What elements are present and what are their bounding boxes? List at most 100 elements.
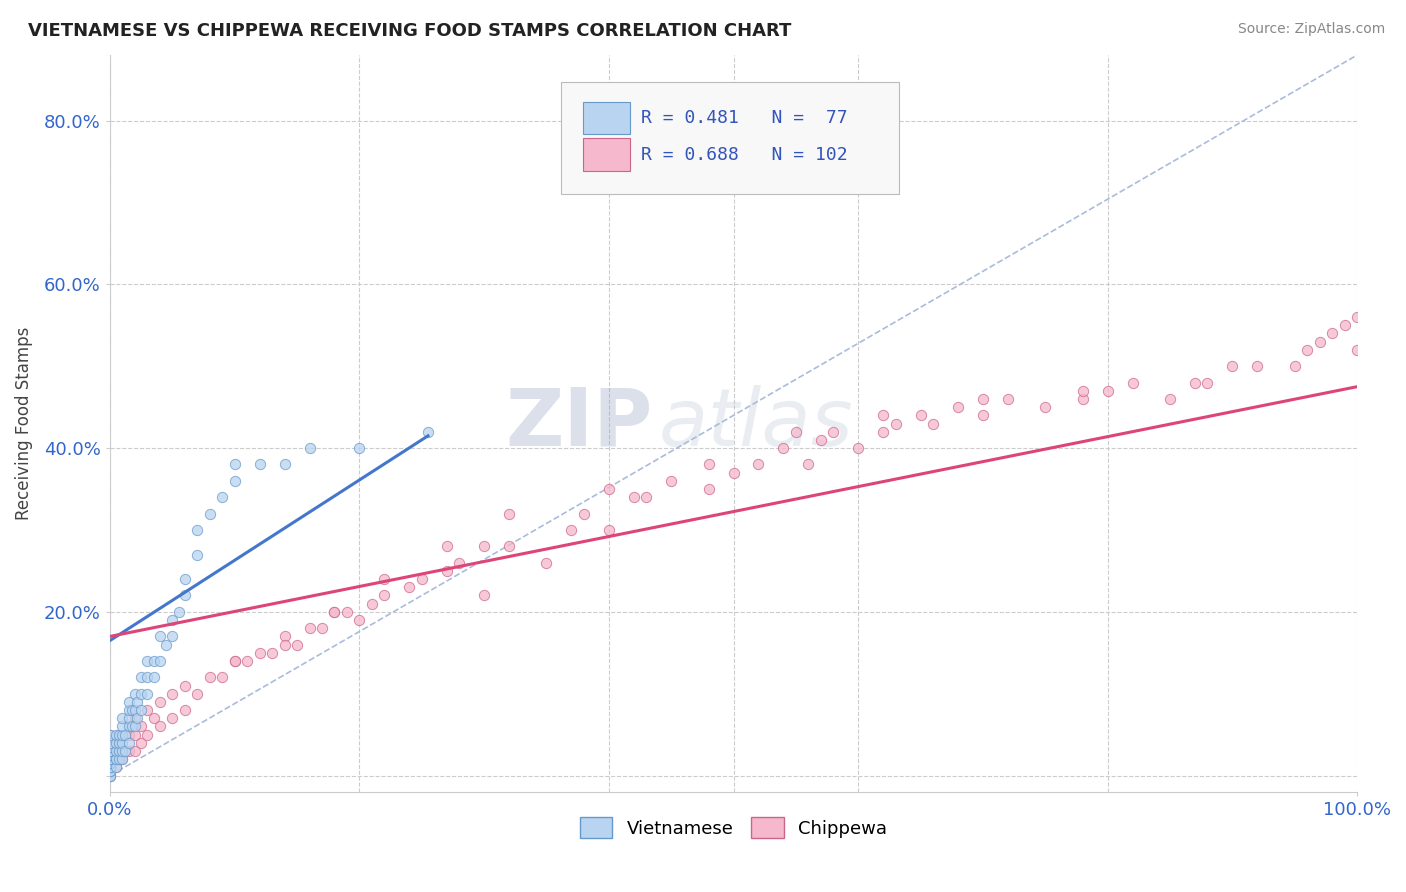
Point — [186, 523, 208, 537]
Point — [162, 687, 184, 701]
Point — [105, 736, 128, 750]
Point — [472, 589, 495, 603]
Point — [121, 703, 143, 717]
Point — [107, 752, 129, 766]
Point — [105, 752, 128, 766]
Point — [98, 744, 121, 758]
Point — [162, 629, 184, 643]
Point — [373, 572, 395, 586]
Point — [1071, 384, 1094, 398]
Point — [598, 523, 620, 537]
Point — [107, 728, 129, 742]
Point — [124, 687, 146, 701]
Point — [472, 540, 495, 554]
Point — [285, 638, 308, 652]
Point — [98, 752, 121, 766]
Point — [142, 670, 165, 684]
Point — [186, 548, 208, 562]
FancyBboxPatch shape — [582, 138, 630, 171]
Point — [922, 417, 945, 431]
Point — [262, 646, 284, 660]
Point — [697, 482, 720, 496]
Point — [211, 490, 233, 504]
Point — [142, 711, 165, 725]
Point — [98, 756, 121, 771]
Point — [336, 605, 359, 619]
Point — [236, 654, 259, 668]
Point — [98, 768, 121, 782]
Point — [98, 728, 121, 742]
Point — [273, 458, 295, 472]
Point — [872, 409, 894, 423]
Point — [98, 739, 121, 754]
Point — [98, 736, 121, 750]
Point — [910, 409, 932, 423]
Point — [98, 756, 121, 771]
Point — [98, 744, 121, 758]
Point — [972, 392, 994, 406]
Point — [124, 728, 146, 742]
Point — [946, 400, 969, 414]
Point — [129, 719, 152, 733]
Point — [124, 744, 146, 758]
Point — [173, 589, 195, 603]
Point — [1184, 376, 1206, 390]
Point — [98, 736, 121, 750]
Point — [797, 458, 820, 472]
Point — [697, 458, 720, 472]
Point — [105, 744, 128, 758]
Point — [98, 728, 121, 742]
Point — [186, 687, 208, 701]
Point — [111, 752, 134, 766]
Point — [398, 580, 420, 594]
Point — [105, 752, 128, 766]
Point — [1320, 326, 1343, 341]
Point — [162, 613, 184, 627]
Point — [149, 719, 172, 733]
Point — [846, 441, 869, 455]
Point — [411, 572, 433, 586]
Point — [118, 736, 141, 750]
Point — [118, 711, 141, 725]
Point — [1033, 400, 1056, 414]
Point — [98, 768, 121, 782]
Point — [360, 597, 382, 611]
Point — [98, 748, 121, 763]
Point — [173, 679, 195, 693]
Point — [997, 392, 1019, 406]
Point — [98, 756, 121, 771]
Point — [149, 654, 172, 668]
Point — [498, 540, 520, 554]
Point — [114, 744, 136, 758]
Point — [105, 760, 128, 774]
Point — [772, 441, 794, 455]
Point — [636, 490, 658, 504]
Point — [349, 613, 371, 627]
Point — [155, 638, 177, 652]
Point — [118, 744, 141, 758]
Point — [162, 711, 184, 725]
Point — [98, 768, 121, 782]
Point — [173, 572, 195, 586]
Text: atlas: atlas — [658, 384, 853, 463]
Point — [249, 646, 271, 660]
Point — [273, 629, 295, 643]
Point — [449, 556, 471, 570]
Point — [98, 752, 121, 766]
Point — [107, 752, 129, 766]
Text: R = 0.481   N =  77: R = 0.481 N = 77 — [641, 109, 848, 127]
Point — [972, 409, 994, 423]
Point — [111, 719, 134, 733]
Point — [298, 621, 321, 635]
Point — [98, 764, 121, 779]
Point — [1097, 384, 1119, 398]
Point — [107, 744, 129, 758]
Point — [323, 605, 346, 619]
Point — [747, 458, 769, 472]
Point — [823, 425, 845, 439]
Point — [105, 728, 128, 742]
Point — [142, 654, 165, 668]
Point — [349, 441, 371, 455]
FancyBboxPatch shape — [582, 102, 630, 134]
Point — [111, 744, 134, 758]
